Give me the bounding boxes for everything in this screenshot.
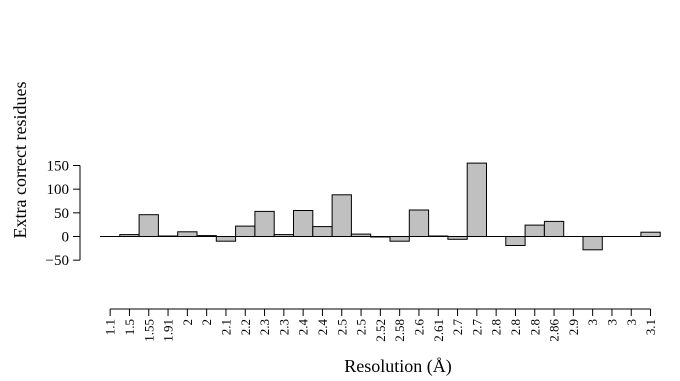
y-tick-label-1: 0 xyxy=(62,230,70,246)
y-tick-label-2: 50 xyxy=(54,206,69,222)
bar-16 xyxy=(408,209,430,237)
x-tick-label-23: 2.86 xyxy=(547,319,562,342)
x-tick-label-16: 2.6 xyxy=(411,319,426,336)
x-tick-label-10: 2.4 xyxy=(296,319,311,336)
bar-8 xyxy=(254,210,275,237)
bar-23 xyxy=(543,220,565,237)
bar-28 xyxy=(640,231,661,237)
x-tick-label-24: 2.9 xyxy=(566,319,581,335)
bars-layer xyxy=(119,162,661,251)
bar-10 xyxy=(293,210,314,237)
x-tick-label-11: 2.4 xyxy=(315,319,330,336)
bar-11 xyxy=(312,226,333,238)
y-tick-label-4: 150 xyxy=(47,159,70,175)
x-tick-label-9: 2.3 xyxy=(276,319,291,335)
y-tick-label-3: 100 xyxy=(47,182,70,198)
bar-25 xyxy=(582,236,603,251)
x-tick-label-25: 3 xyxy=(585,319,600,326)
x-tick-label-6: 2.1 xyxy=(218,319,233,335)
bar-2 xyxy=(138,214,159,237)
x-tick-label-19: 2.7 xyxy=(469,319,484,336)
x-tick-label-26: 3 xyxy=(604,319,619,326)
x-axis-label: Resolution (Å) xyxy=(344,356,452,377)
bar-6 xyxy=(215,236,237,242)
y-axis-label: Extra correct residues xyxy=(10,82,30,239)
x-tick-label-13: 2.5 xyxy=(354,319,369,335)
x-tick-label-8: 2.3 xyxy=(257,319,272,335)
x-tick-label-1: 1.5 xyxy=(122,319,137,335)
bar-22 xyxy=(524,224,545,238)
x-tick-label-7: 2.2 xyxy=(238,319,253,335)
x-tick-label-0: 1.1 xyxy=(103,319,118,335)
x-tick-label-20: 2.8 xyxy=(489,319,504,335)
y-tick-label-0: −50 xyxy=(46,253,69,269)
x-tick-label-4: 2 xyxy=(180,319,195,326)
x-tick-label-14: 2.52 xyxy=(373,319,388,342)
x-tick-label-21: 2.8 xyxy=(508,319,523,335)
bar-12 xyxy=(331,194,352,238)
x-tick-label-5: 2 xyxy=(199,319,214,326)
bar-21 xyxy=(505,236,526,246)
x-tick-label-27: 3 xyxy=(624,319,639,326)
x-tick-label-15: 2.58 xyxy=(392,319,407,342)
x-tick-label-12: 2.5 xyxy=(334,319,349,335)
bar-19 xyxy=(466,162,488,238)
x-tick-label-3: 1.91 xyxy=(161,319,176,342)
bar-15 xyxy=(389,236,410,242)
x-tick-label-18: 2.7 xyxy=(450,319,465,336)
bar-7 xyxy=(235,225,256,238)
x-tick-label-2: 1.55 xyxy=(141,319,156,342)
x-tick-label-17: 2.61 xyxy=(431,319,446,342)
x-tick-label-22: 2.8 xyxy=(527,319,542,335)
y-axis: −50 0 50 100 150 xyxy=(46,159,81,269)
x-tick-label-28: 3.1 xyxy=(643,319,658,335)
bar-4 xyxy=(177,231,198,238)
x-axis: 1.1 1.5 1.55 1.91 2 2 2.1 2.2 2.3 2.3 2.4 2.4 2.5 2.5… xyxy=(103,308,658,342)
